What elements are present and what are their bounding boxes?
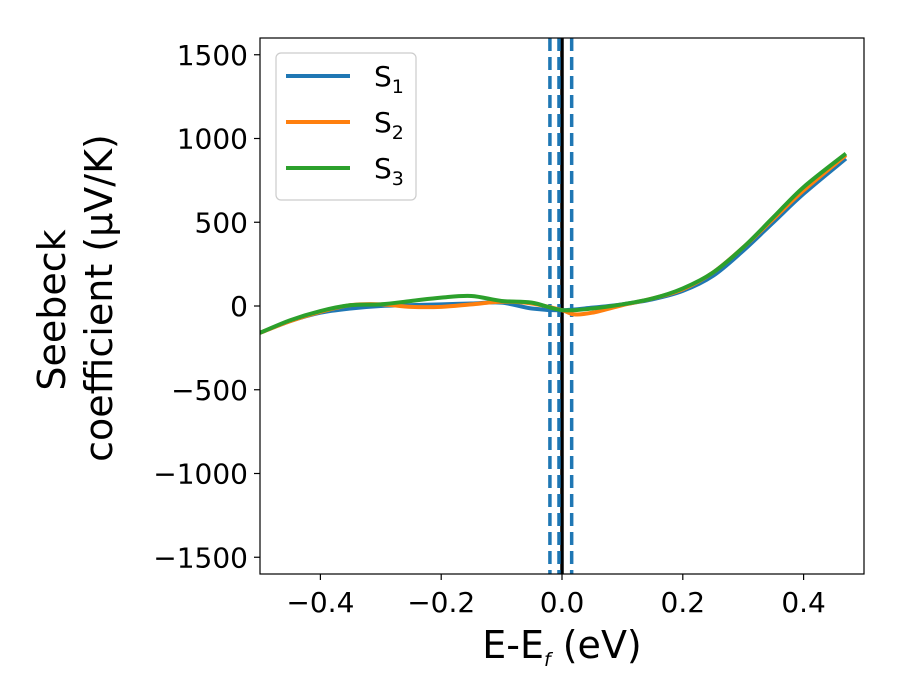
x-tick-label: 0.4 (781, 586, 826, 619)
y-tick-label: −500 (171, 374, 248, 407)
x-tick-label: −0.4 (286, 586, 354, 619)
y-axis-label-line2: coefficient (μV/K) (77, 134, 121, 462)
y-axis: −1500 −1000 −500 0 500 1000 1500 (153, 39, 260, 574)
y-tick-label: 1500 (177, 39, 248, 72)
x-tick-label: 0.0 (540, 586, 585, 619)
x-axis-label: E-Ef (eV) (482, 623, 642, 671)
x-tick-label: 0.2 (661, 586, 706, 619)
y-tick-label: 500 (195, 206, 248, 239)
y-tick-label: 0 (230, 290, 248, 323)
y-tick-label: 1000 (177, 123, 248, 156)
legend-label-s1: S1 (374, 60, 404, 98)
x-tick-label: −0.2 (407, 586, 475, 619)
y-tick-label: −1500 (153, 541, 248, 574)
legend: S1 S2 S3 (275, 52, 417, 201)
legend-box (275, 52, 417, 201)
x-axis: −0.4 −0.2 0.0 0.2 0.4 (286, 574, 826, 619)
y-axis-label: Seebeck coefficient (μV/K) (30, 134, 121, 462)
series-line-s3 (260, 152, 848, 335)
legend-label-s2: S2 (374, 106, 404, 144)
y-tick-label: −1000 (153, 458, 248, 491)
plot-area (259, 37, 865, 575)
y-axis-label-line1: Seebeck (30, 229, 74, 390)
series-line-s1 (260, 157, 848, 335)
legend-label-s3: S3 (374, 152, 404, 190)
